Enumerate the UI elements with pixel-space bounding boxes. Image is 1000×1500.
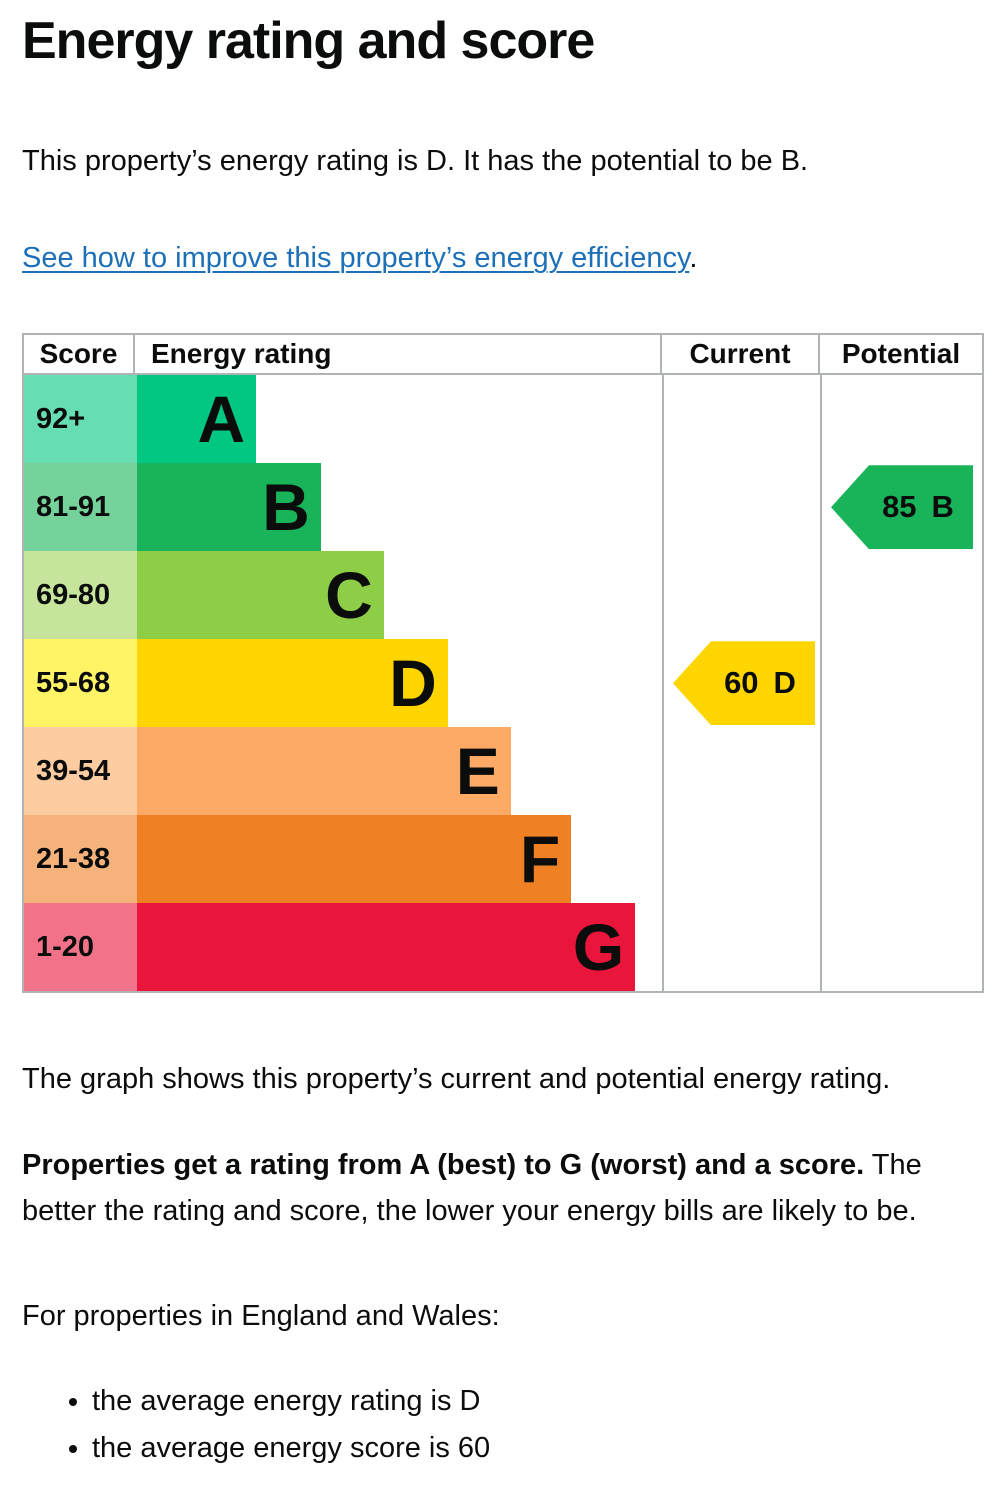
epc-rating-bar: C — [137, 551, 384, 640]
rating-explanation: Properties get a rating from A (best) to… — [22, 1142, 977, 1234]
epc-score-range-label: 69-80 — [36, 578, 111, 611]
epc-potential-cell — [822, 903, 982, 991]
arrow-rating-letter: D — [773, 665, 796, 701]
epc-score-cell: 55-68 — [24, 639, 137, 728]
epc-score-range-label: 21-38 — [36, 842, 111, 875]
epc-score-range-label: 92+ — [36, 402, 86, 435]
rating-summary-text: This property’s energy rating is D. It h… — [22, 144, 809, 177]
epc-current-cell: 60 D — [664, 639, 822, 728]
list-item-average-rating: the average energy rating is D — [92, 1385, 978, 1418]
epc-rating-table: Score Energy rating Current Potential 92… — [22, 333, 984, 994]
epc-potential-cell — [822, 727, 982, 815]
epc-rating-bar: E — [137, 727, 511, 816]
epc-score-cell: 1-20 — [24, 903, 137, 992]
epc-rating-bar: F — [137, 815, 572, 904]
epc-rating-cell: E — [137, 727, 664, 816]
epc-potential-cell — [822, 551, 982, 639]
epc-potential-cell — [822, 375, 982, 463]
epc-score-range-label: 1-20 — [36, 930, 95, 963]
arrow-score-value: 60 — [724, 665, 759, 701]
header-energy-rating: Energy rating — [135, 335, 662, 374]
epc-score-cell: 92+ — [24, 375, 137, 464]
epc-current-cell — [664, 815, 822, 904]
epc-score-cell: 69-80 — [24, 551, 137, 640]
epc-score-cell: 81-91 — [24, 463, 137, 552]
epc-current-cell — [664, 727, 822, 816]
arrow-rating-letter: B — [931, 489, 954, 525]
epc-score-range-label: 81-91 — [36, 490, 111, 523]
epc-band-row: 69-80 C — [24, 551, 982, 640]
page-title: Energy rating and score — [22, 12, 595, 70]
arrow-score-value: 85 — [882, 489, 917, 525]
epc-score-range-label: 55-68 — [36, 666, 111, 699]
epc-current-cell — [664, 375, 822, 464]
epc-band-row: 1-20 G — [24, 903, 982, 992]
epc-band-row: 21-38 F — [24, 815, 982, 904]
header-score: Score — [24, 335, 135, 374]
improve-link-paragraph: See how to improve this property’s energ… — [22, 242, 978, 275]
epc-band-row: 39-54 E — [24, 727, 982, 816]
header-potential: Potential — [841, 338, 961, 370]
header-current: Current — [662, 335, 820, 374]
epc-score-range-label: 39-54 — [36, 754, 111, 787]
improve-efficiency-link[interactable]: See how to improve this property’s energ… — [22, 242, 690, 275]
link-suffix: . — [689, 242, 698, 275]
rating-explanation-rest: The better the rating and score, the low… — [22, 1149, 922, 1228]
epc-rating-cell: G — [137, 903, 664, 992]
epc-band-rows: 92+ A 81-91 B 85 B 69-80 C 55-68 D 60 D — [24, 375, 982, 992]
epc-rating-cell: B — [137, 463, 664, 552]
epc-band-row: 55-68 D 60 D — [24, 639, 982, 728]
epc-rating-bar: A — [137, 375, 257, 464]
epc-rating-cell: C — [137, 551, 664, 640]
rating-explanation-bold: Properties get a rating from A (best) to… — [22, 1149, 865, 1182]
epc-table-header: Score Energy rating Current Potential — [24, 335, 982, 376]
energy-rating-page: Energy rating and score This property’s … — [0, 0, 1000, 1465]
epc-rating-bar: G — [137, 903, 636, 992]
average-stats-list: the average energy rating is D the avera… — [22, 1385, 978, 1465]
epc-rating-bar: D — [137, 639, 448, 728]
epc-band-row: 81-91 B 85 B — [24, 463, 982, 552]
epc-current-cell — [664, 463, 822, 552]
epc-score-cell: 39-54 — [24, 727, 137, 816]
current-rating-arrow: 60 D — [673, 641, 815, 726]
epc-potential-cell — [822, 639, 982, 727]
regional-intro: For properties in England and Wales: — [22, 1300, 500, 1333]
graph-caption: The graph shows this property’s current … — [22, 1063, 891, 1096]
epc-band-row: 92+ A — [24, 375, 982, 464]
epc-potential-cell — [822, 815, 982, 903]
epc-potential-cell: 85 B — [822, 463, 982, 551]
epc-rating-bar: B — [137, 463, 321, 552]
epc-score-cell: 21-38 — [24, 815, 137, 904]
potential-rating-arrow: 85 B — [831, 465, 973, 550]
list-item-average-score: the average energy score is 60 — [92, 1432, 978, 1465]
epc-rating-cell: F — [137, 815, 664, 904]
epc-current-cell — [664, 551, 822, 640]
epc-rating-cell: D — [137, 639, 664, 728]
epc-rating-cell: A — [137, 375, 664, 464]
epc-current-cell — [664, 903, 822, 992]
